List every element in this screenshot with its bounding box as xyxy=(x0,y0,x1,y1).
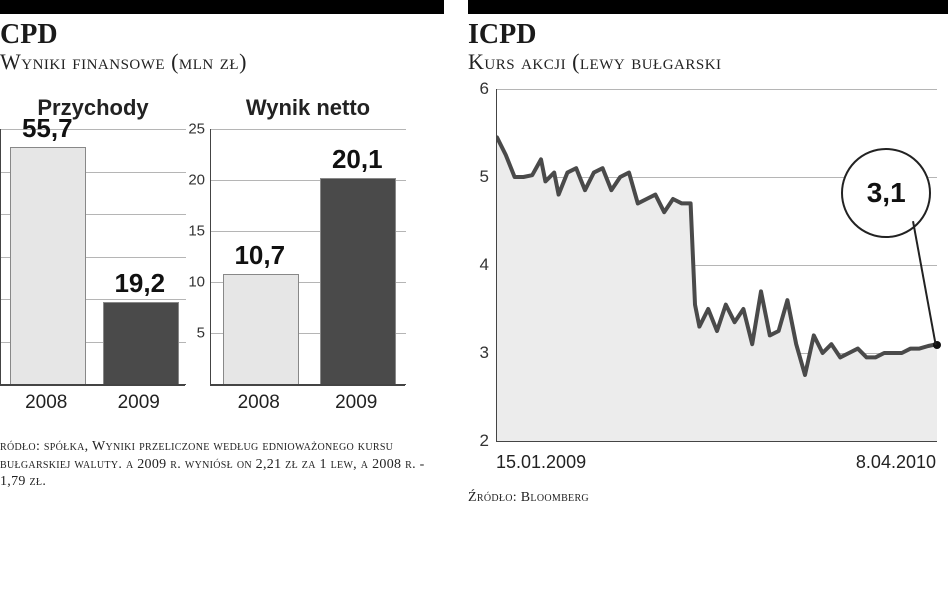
page: CPD Wyniki finansowe (mln zł) Przychody … xyxy=(0,0,948,593)
gridline xyxy=(211,129,406,130)
bar-charts-row: Przychody 55,719,2 20082009 Wynik netto … xyxy=(0,87,444,422)
ytick-label: 5 xyxy=(480,167,497,187)
panel-subtitle: Kurs akcji (lewy bułgarski xyxy=(468,49,948,75)
ytick-label: 2 xyxy=(480,431,497,451)
panel-title: CPD xyxy=(0,20,444,49)
xaxis-label-end: 8.04.2010 xyxy=(856,452,936,473)
ytick-label: 20 xyxy=(188,172,211,189)
line-chart-svg xyxy=(497,89,937,441)
ytick-label: 10 xyxy=(188,274,211,291)
xaxis-label-start: 15.01.2009 xyxy=(496,452,586,473)
ytick-label: 25 xyxy=(188,121,211,138)
bar-value-label: 55,7 xyxy=(7,113,87,144)
bar xyxy=(223,274,299,384)
source-note: ródło: spółka, Wyniki przeliczone według… xyxy=(0,438,444,491)
line-chart-xaxis: 15.01.2009 8.04.2010 xyxy=(496,442,936,473)
bar-chart-title: Wynik netto xyxy=(210,95,406,121)
bar-chart-xaxis: 20082009 xyxy=(0,385,185,414)
line-chart-plot: 234563,1 xyxy=(496,89,937,442)
panel-financials: CPD Wyniki finansowe (mln zł) Przychody … xyxy=(0,0,456,593)
bar xyxy=(103,302,179,385)
line-chart-wrap: 234563,1 15.01.2009 8.04.2010 xyxy=(468,89,948,473)
bar-chart-netresult: Wynik netto 51015202510,720,1 20082009 xyxy=(210,95,406,414)
panel-topbar xyxy=(468,0,948,14)
panel-topbar xyxy=(0,0,444,14)
ytick-label: 6 xyxy=(480,79,497,99)
panel-stock: ICPD Kurs akcji (lewy bułgarski 234563,1… xyxy=(456,0,948,593)
bar-value-label: 20,1 xyxy=(317,144,397,175)
bar-value-label: 19,2 xyxy=(100,268,180,299)
ytick-label: 4 xyxy=(480,255,497,275)
panel-subtitle: Wyniki finansowe (mln zł) xyxy=(0,49,444,75)
bar xyxy=(320,178,396,384)
bar-chart-xaxis: 20082009 xyxy=(210,385,405,414)
callout-value: 3,1 xyxy=(841,148,931,238)
ytick-label: 5 xyxy=(197,325,211,342)
xaxis-label: 2008 xyxy=(210,386,308,414)
ytick-label: 3 xyxy=(480,343,497,363)
xaxis-label: 2009 xyxy=(308,386,406,414)
source-note: Źródło: Bloomberg xyxy=(468,489,948,507)
panel-title: ICPD xyxy=(468,20,948,49)
xaxis-label: 2008 xyxy=(0,386,93,414)
bar xyxy=(10,147,86,385)
bar-value-label: 10,7 xyxy=(220,240,300,271)
xaxis-label: 2009 xyxy=(93,386,186,414)
bar-chart-revenue: Przychody 55,719,2 20082009 xyxy=(0,95,186,414)
ytick-label: 15 xyxy=(188,223,211,240)
bar-chart-plot: 51015202510,720,1 xyxy=(210,129,406,385)
bar-chart-plot: 55,719,2 xyxy=(0,129,186,385)
